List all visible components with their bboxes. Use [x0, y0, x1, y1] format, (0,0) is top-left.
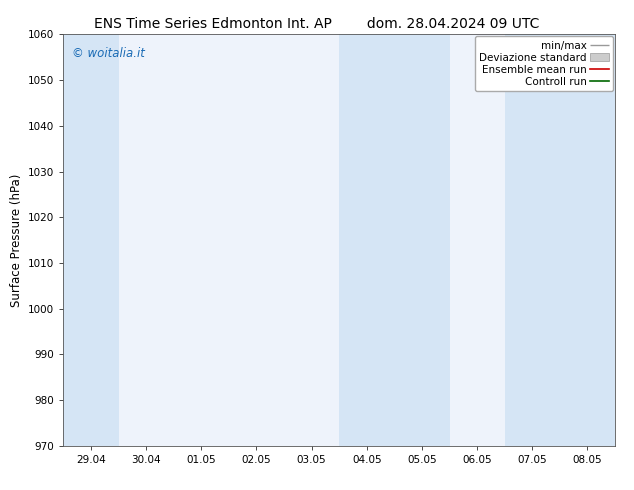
Y-axis label: Surface Pressure (hPa): Surface Pressure (hPa): [10, 173, 23, 307]
Bar: [339, 34, 450, 446]
Text: © woitalia.it: © woitalia.it: [72, 47, 145, 60]
Text: ENS Time Series Edmonton Int. AP        dom. 28.04.2024 09 UTC: ENS Time Series Edmonton Int. AP dom. 28…: [94, 17, 540, 31]
Bar: [63, 34, 119, 446]
Legend: min/max, Deviazione standard, Ensemble mean run, Controll run: min/max, Deviazione standard, Ensemble m…: [476, 36, 613, 91]
Bar: [505, 34, 615, 446]
